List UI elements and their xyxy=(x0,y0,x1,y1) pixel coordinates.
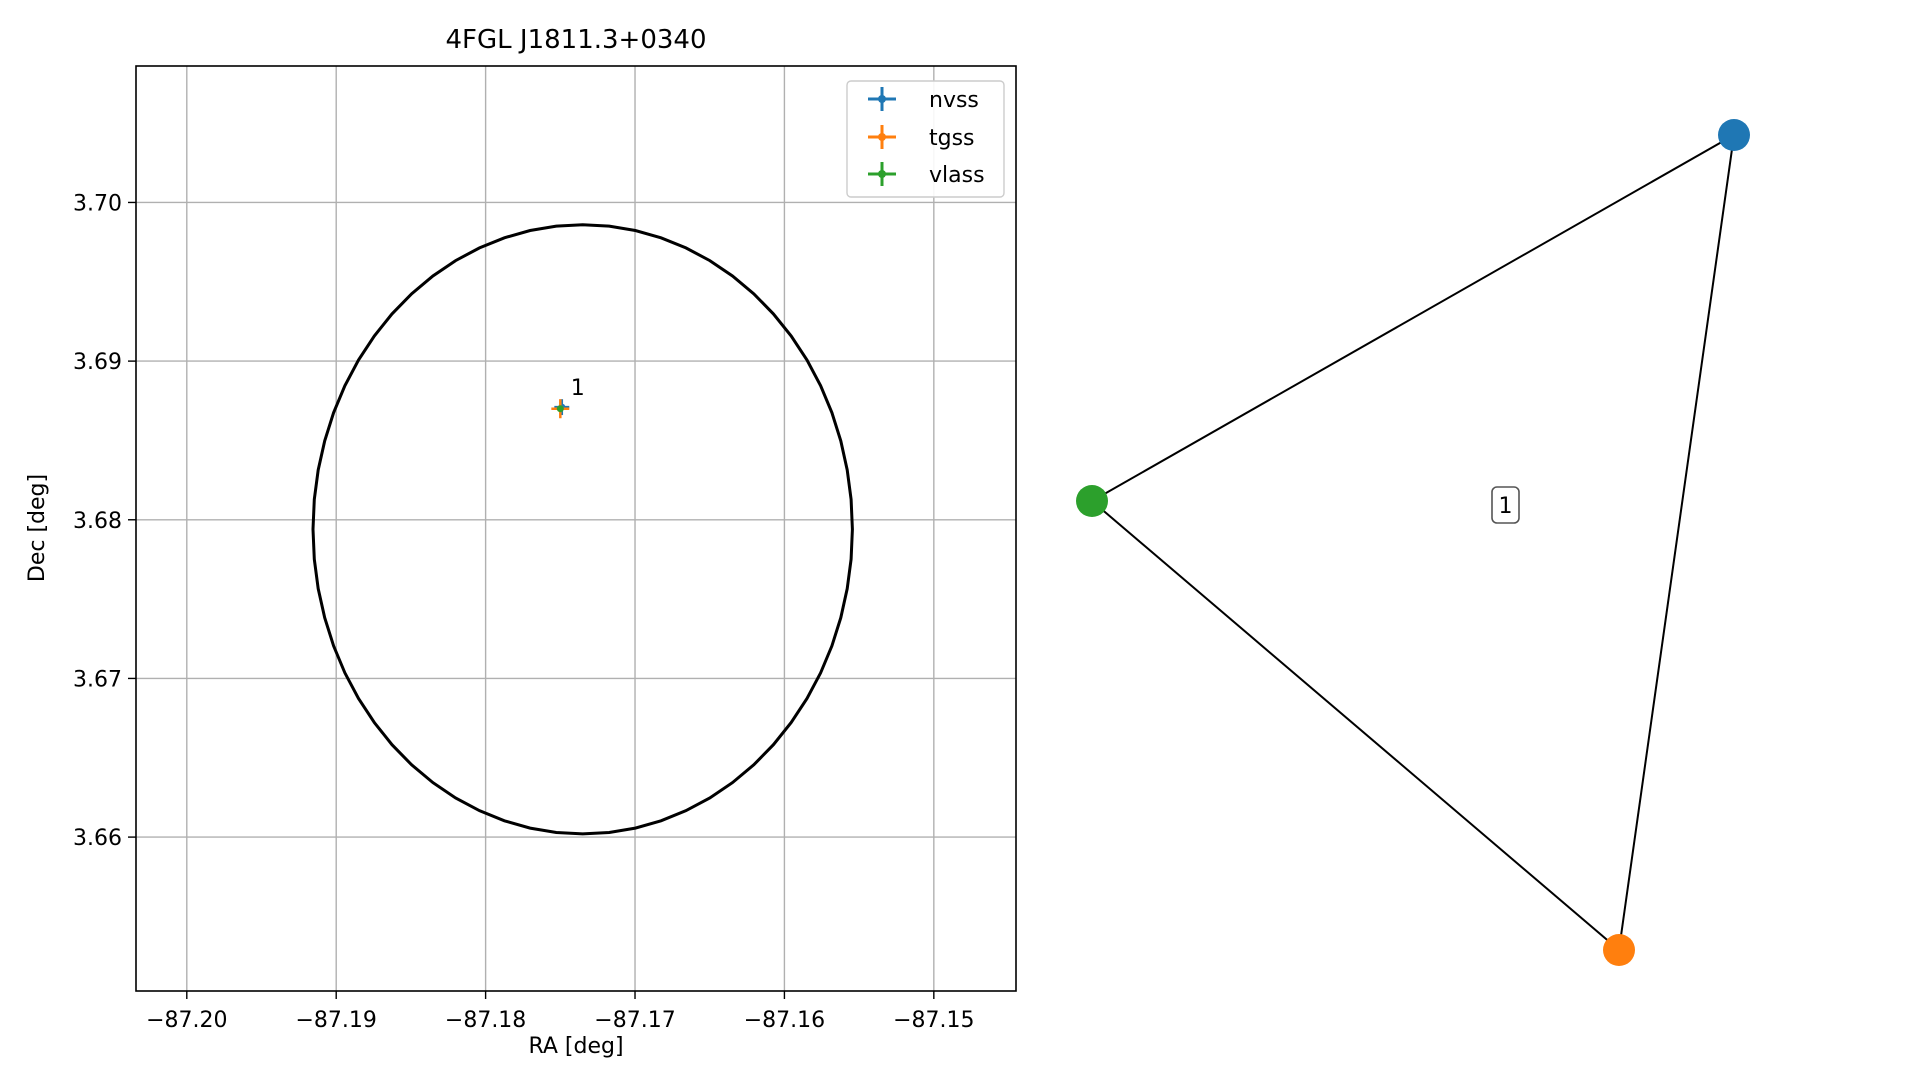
x-tick-label: −87.17 xyxy=(594,1008,675,1033)
legend-label-vlass: vlass xyxy=(929,163,985,188)
graph-label-text: 1 xyxy=(1499,494,1513,519)
x-axis-label: RA [deg] xyxy=(528,1034,623,1059)
data-points xyxy=(551,399,570,419)
x-tick-label: −87.15 xyxy=(893,1008,974,1033)
graph-node-nvss xyxy=(1718,119,1750,151)
y-axis-ticks: 3.66 3.67 3.68 3.69 3.70 xyxy=(73,191,136,851)
position-ellipse xyxy=(311,223,854,836)
legend-label-tgss: tgss xyxy=(929,126,975,151)
legend-box xyxy=(846,80,1005,198)
legend-entry-nvss: nvss xyxy=(868,87,979,113)
grid-lines xyxy=(136,66,1016,991)
legend-entry-vlass: vlass xyxy=(868,162,985,188)
y-tick-label: 3.68 xyxy=(73,509,122,534)
edge-nvss-vlass xyxy=(1091,134,1735,502)
legend-entry-tgss: tgss xyxy=(868,125,975,151)
y-tick-label: 3.66 xyxy=(73,826,122,851)
chart-title: 4FGL J1811.3+0340 xyxy=(446,25,707,55)
source-annotation: 1 xyxy=(571,376,585,401)
scatter-panel: 4FGL J1811.3+0340 1 −87.20 −87.19 −87.18 −8… xyxy=(25,25,1017,1059)
y-tick-label: 3.67 xyxy=(73,667,122,692)
x-tick-label: −87.20 xyxy=(146,1008,227,1033)
legend: nvss tgss vlass xyxy=(846,80,1005,198)
y-tick-label: 3.70 xyxy=(73,191,122,216)
legend-dot-tgss xyxy=(878,133,886,141)
edge-tgss-nvss xyxy=(1618,134,1735,951)
data-point-vlass xyxy=(556,405,564,413)
legend-dot-nvss xyxy=(878,95,886,103)
graph-node-tgss xyxy=(1603,934,1635,966)
y-axis-label: Dec [deg] xyxy=(25,474,50,582)
x-tick-label: −87.19 xyxy=(295,1008,376,1033)
graph-panel: 1 xyxy=(1076,119,1750,966)
graph-group-label: 1 xyxy=(1491,486,1520,524)
legend-label-nvss: nvss xyxy=(929,88,979,113)
y-tick-label: 3.69 xyxy=(73,350,122,375)
x-tick-label: −87.16 xyxy=(744,1008,825,1033)
graph-node-vlass xyxy=(1076,485,1108,517)
edge-vlass-tgss xyxy=(1091,500,1620,951)
plot-frame xyxy=(135,65,1017,992)
graph-label-box xyxy=(1491,486,1520,524)
plot-area xyxy=(136,66,1016,991)
x-tick-label: −87.18 xyxy=(445,1008,526,1033)
x-axis-ticks: −87.20 −87.19 −87.18 −87.17 −87.16 −87.15 xyxy=(146,991,975,1033)
legend-dot-vlass xyxy=(878,170,886,178)
